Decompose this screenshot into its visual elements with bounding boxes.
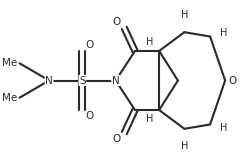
Text: H: H: [220, 123, 227, 133]
Text: Me: Me: [2, 58, 17, 68]
Text: H: H: [181, 141, 188, 151]
Text: H: H: [146, 37, 154, 47]
Text: H: H: [220, 28, 227, 38]
Text: Me: Me: [2, 93, 17, 103]
Text: O: O: [85, 40, 93, 50]
Text: N: N: [45, 76, 53, 85]
Text: H: H: [181, 10, 188, 20]
Text: O: O: [112, 134, 121, 144]
Text: O: O: [112, 17, 121, 27]
Text: O: O: [85, 111, 93, 121]
Text: H: H: [146, 114, 154, 124]
Text: O: O: [228, 76, 237, 85]
Text: N: N: [112, 76, 120, 85]
Text: S: S: [79, 76, 86, 85]
